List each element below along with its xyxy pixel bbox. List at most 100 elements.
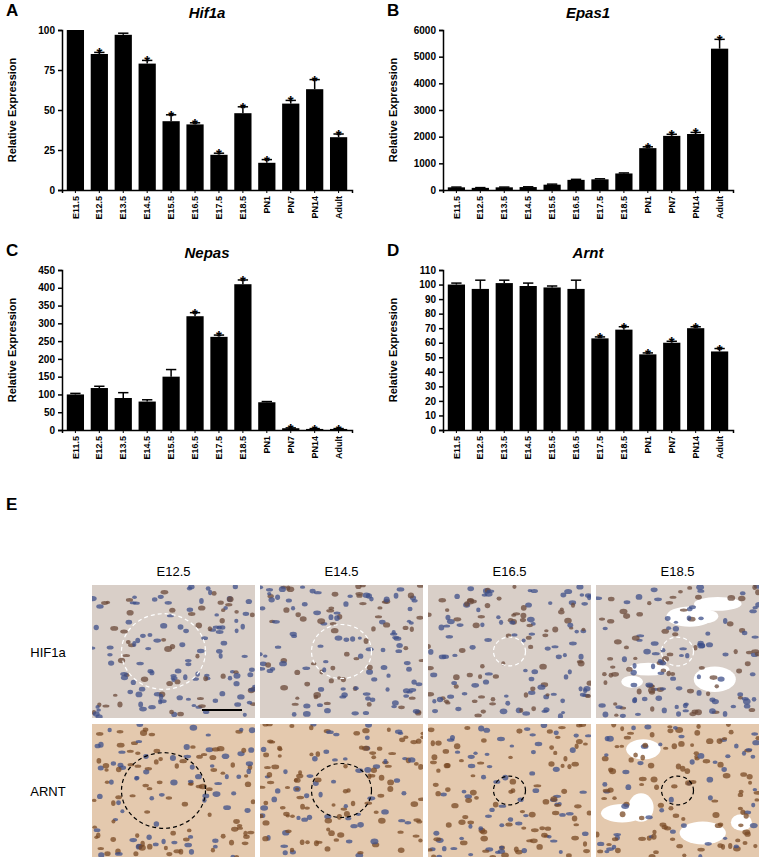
nucleus (309, 753, 313, 757)
nucleus (245, 781, 251, 787)
nucleus (143, 770, 149, 775)
nucleus (550, 796, 557, 802)
tick: PN7 (667, 190, 677, 214)
nucleus (462, 692, 468, 695)
nucleus (149, 733, 156, 736)
bar (139, 64, 156, 190)
nucleus (136, 724, 143, 727)
tick: E18.5 (238, 430, 248, 460)
nucleus (392, 636, 399, 640)
tick-label: PN7 (286, 436, 296, 454)
nucleus (501, 853, 509, 857)
nucleus (621, 804, 629, 809)
nucleus (270, 667, 276, 671)
error-cap (619, 172, 629, 174)
nucleus (636, 612, 643, 617)
nucleus (364, 767, 371, 773)
tick-label: 25 (44, 145, 56, 156)
nucleus (430, 761, 437, 765)
nucleus (683, 709, 689, 712)
nucleus (369, 751, 376, 755)
tick-mark (439, 83, 443, 85)
tick-label: E18.5 (238, 436, 248, 460)
nucleus (302, 602, 308, 606)
nucleus (213, 699, 218, 703)
nucleus (144, 810, 150, 813)
nucleus (457, 623, 464, 627)
nucleus (159, 793, 165, 797)
nucleus (371, 755, 376, 759)
nucleus (405, 821, 412, 824)
nucleus (377, 747, 382, 751)
nucleus (328, 830, 335, 836)
nucleus (170, 780, 177, 786)
nucleus (296, 796, 304, 800)
nucleus (229, 840, 234, 846)
nucleus (687, 615, 692, 620)
nucleus (684, 702, 689, 706)
tick: Adult (715, 190, 725, 219)
nucleus (357, 851, 363, 854)
nucleus (696, 585, 704, 590)
nucleus (280, 845, 288, 848)
tick: 4000 (414, 78, 443, 89)
nucleus (116, 800, 121, 805)
nucleus (508, 817, 513, 822)
nucleus (462, 790, 467, 794)
nucleus (734, 845, 739, 849)
nucleus (690, 759, 695, 765)
nucleus (234, 855, 239, 857)
x-axis: E11.5E12.5E13.5E14.5E15.5E16.5E17.5E18.5… (63, 430, 353, 460)
tick-mark (58, 110, 62, 112)
nucleus (170, 831, 176, 836)
nucleus (295, 787, 299, 790)
nucleus (317, 618, 325, 624)
nucleus (98, 742, 103, 748)
nucleus (711, 800, 718, 803)
nucleus (453, 617, 461, 621)
tick-mark (266, 430, 267, 433)
tick-mark (528, 430, 529, 433)
micrograph (260, 585, 423, 718)
nucleus (365, 735, 370, 740)
nucleus (231, 791, 236, 795)
nucleus (703, 759, 710, 763)
nucleus (554, 804, 561, 807)
tick-mark (480, 190, 481, 193)
nucleus (204, 674, 210, 677)
nucleus (570, 747, 576, 753)
nucleus (615, 848, 621, 854)
nucleus (705, 632, 710, 636)
tick-label: E12.5 (94, 196, 104, 220)
nucleus (530, 733, 536, 736)
nucleus (317, 703, 323, 707)
nucleus (161, 839, 165, 844)
tick-label: E17.5 (595, 436, 605, 460)
air-space (694, 666, 736, 692)
error-bar (571, 179, 581, 181)
nucleus (381, 648, 386, 652)
nucleus (140, 730, 147, 736)
nucleus (545, 646, 551, 650)
nucleus (627, 732, 634, 735)
bar (567, 180, 584, 190)
tick-label: 50 (44, 105, 56, 116)
nucleus (192, 704, 197, 707)
nucleus (697, 589, 704, 592)
air-space (731, 814, 752, 831)
nucleus (723, 837, 727, 840)
axis-line (439, 271, 444, 431)
nucleus (316, 751, 321, 757)
nucleus (147, 844, 152, 850)
significance-marker: * (192, 305, 198, 322)
error-cap (523, 282, 533, 284)
nucleus (351, 801, 355, 806)
nucleus (307, 774, 314, 778)
axis-line (63, 431, 353, 434)
nucleus (723, 618, 727, 624)
tick: PN14 (691, 190, 701, 219)
nucleus (749, 609, 756, 613)
tick: 40 (425, 367, 443, 378)
nucleus (412, 599, 418, 602)
nucleus (164, 646, 172, 652)
